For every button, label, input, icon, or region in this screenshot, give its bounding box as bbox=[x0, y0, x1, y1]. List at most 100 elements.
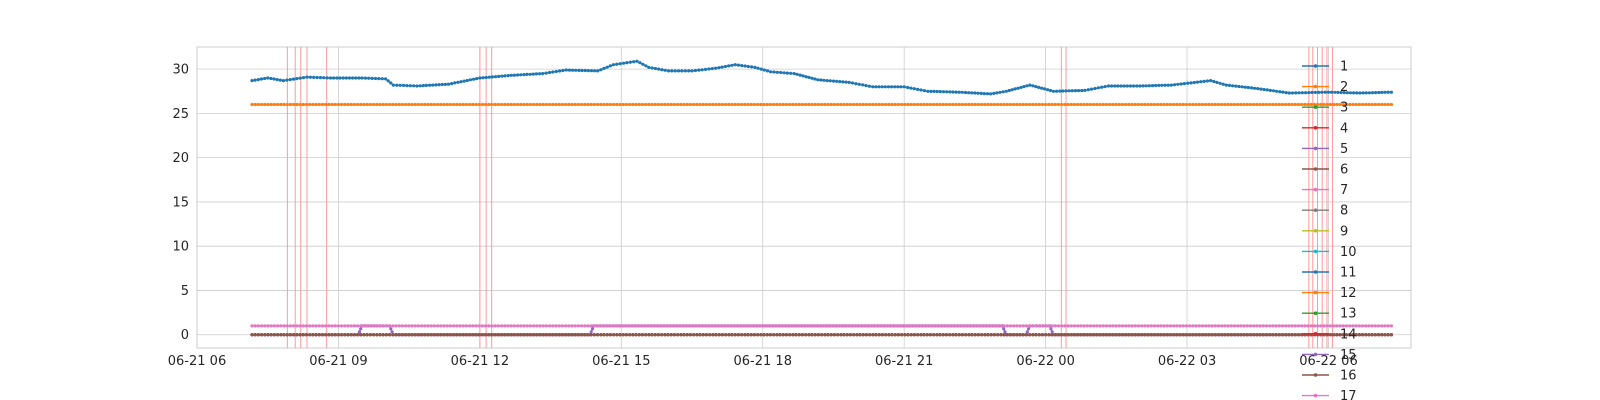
data-point bbox=[622, 61, 626, 65]
data-point bbox=[573, 324, 577, 328]
data-point bbox=[1213, 324, 1217, 328]
data-point bbox=[608, 324, 613, 328]
data-point bbox=[570, 333, 574, 337]
data-point bbox=[322, 76, 326, 80]
data-point bbox=[727, 333, 731, 337]
legend-marker bbox=[1313, 352, 1318, 357]
data-point bbox=[263, 324, 267, 328]
data-point bbox=[1226, 333, 1230, 337]
data-point bbox=[1229, 324, 1233, 328]
data-point bbox=[468, 333, 472, 337]
data-point bbox=[1066, 324, 1070, 328]
data-point bbox=[887, 333, 891, 337]
data-point bbox=[1124, 333, 1128, 337]
legend-label: 13 bbox=[1340, 307, 1357, 322]
data-point bbox=[301, 324, 305, 328]
data-point bbox=[551, 333, 555, 337]
data-point bbox=[1265, 88, 1269, 92]
data-point bbox=[1197, 324, 1201, 328]
data-point bbox=[717, 102, 721, 107]
data-point bbox=[333, 333, 337, 337]
data-point bbox=[1053, 324, 1057, 328]
data-point bbox=[426, 333, 430, 337]
data-point bbox=[772, 70, 776, 74]
data-point bbox=[1133, 324, 1137, 328]
data-point bbox=[1322, 102, 1326, 107]
data-point bbox=[586, 69, 590, 73]
data-point bbox=[925, 102, 929, 107]
data-point bbox=[893, 324, 897, 328]
data-point bbox=[647, 102, 651, 107]
data-point bbox=[602, 324, 606, 328]
data-point bbox=[960, 324, 965, 328]
data-point bbox=[1178, 333, 1182, 337]
data-point bbox=[816, 333, 821, 337]
data-point bbox=[1044, 333, 1048, 337]
data-point bbox=[672, 324, 677, 328]
legend-item: 15 bbox=[1302, 348, 1357, 363]
data-point bbox=[577, 68, 581, 72]
data-point bbox=[1172, 333, 1176, 337]
data-point bbox=[1085, 324, 1089, 328]
data-point bbox=[794, 102, 798, 107]
data-point bbox=[657, 67, 661, 71]
data-point bbox=[384, 102, 388, 107]
data-point bbox=[1067, 89, 1071, 93]
data-point bbox=[341, 76, 345, 80]
data-point bbox=[458, 324, 462, 328]
data-point bbox=[558, 69, 562, 73]
data-point bbox=[1242, 102, 1246, 107]
data-point bbox=[324, 324, 328, 328]
data-point bbox=[1018, 324, 1022, 328]
data-point bbox=[842, 102, 846, 107]
data-point bbox=[791, 102, 795, 107]
data-point bbox=[360, 76, 364, 80]
data-point bbox=[351, 76, 355, 80]
data-point bbox=[1108, 102, 1112, 107]
data-point bbox=[1008, 333, 1013, 337]
data-point bbox=[1264, 333, 1269, 337]
data-point bbox=[1027, 327, 1031, 331]
data-point bbox=[970, 91, 974, 95]
data-point bbox=[720, 333, 725, 337]
data-point bbox=[567, 333, 571, 337]
data-point bbox=[995, 91, 999, 95]
data-point bbox=[852, 333, 856, 337]
data-point bbox=[256, 333, 260, 337]
data-point bbox=[800, 333, 805, 337]
data-point bbox=[1357, 333, 1361, 337]
data-point bbox=[1104, 324, 1109, 328]
data-point bbox=[781, 102, 785, 107]
data-point bbox=[1110, 84, 1114, 88]
data-point bbox=[400, 102, 404, 107]
data-point bbox=[698, 102, 702, 107]
legend-label: 15 bbox=[1340, 348, 1357, 363]
data-point bbox=[810, 333, 814, 337]
data-point bbox=[1028, 83, 1032, 87]
data-point bbox=[836, 324, 840, 328]
data-point bbox=[951, 102, 955, 107]
data-point bbox=[1152, 102, 1157, 107]
data-point bbox=[500, 333, 504, 337]
data-point bbox=[1242, 324, 1246, 328]
data-point bbox=[788, 333, 792, 337]
series-6 bbox=[250, 333, 1393, 337]
data-point bbox=[1007, 88, 1011, 93]
data-point bbox=[653, 66, 658, 71]
data-point bbox=[1058, 89, 1062, 93]
data-point bbox=[682, 324, 686, 328]
data-point bbox=[295, 333, 299, 337]
data-point bbox=[868, 324, 872, 328]
data-point bbox=[1166, 83, 1170, 87]
data-point bbox=[1227, 83, 1232, 87]
data-point bbox=[1156, 324, 1160, 328]
data-point bbox=[269, 102, 273, 107]
data-point bbox=[683, 69, 687, 73]
data-point bbox=[720, 102, 725, 107]
data-point bbox=[768, 333, 773, 337]
data-point bbox=[386, 79, 390, 83]
data-point bbox=[778, 102, 782, 107]
data-point bbox=[779, 70, 783, 75]
data-point bbox=[916, 324, 920, 328]
data-point bbox=[1082, 102, 1086, 107]
